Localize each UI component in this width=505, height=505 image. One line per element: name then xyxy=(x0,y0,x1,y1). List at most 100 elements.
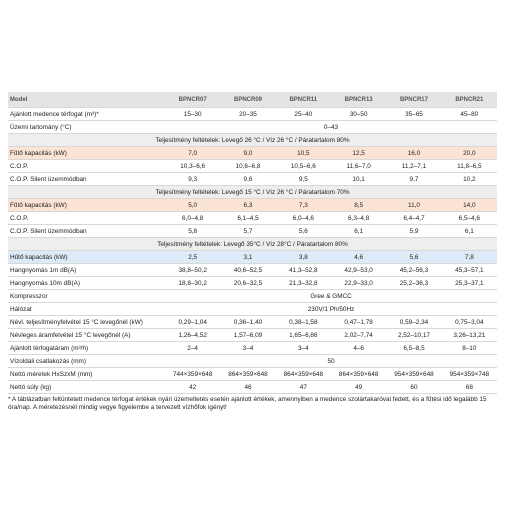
cell-value: 7,3 xyxy=(275,198,331,212)
cell-value: 9,3 xyxy=(165,172,221,186)
cell-value: 3–4 xyxy=(220,341,276,355)
table-row: Nettó súly (kg) 42 46 47 49 60 68 xyxy=(8,380,497,394)
row-label: Vízoldali csatlakozás (mm) xyxy=(8,354,165,368)
cell-value: 5,0 xyxy=(165,198,221,212)
cell-value: 9,7 xyxy=(386,172,442,186)
cell-value: 0,47–1,78 xyxy=(330,315,387,329)
cell-value: 25,3–37,1 xyxy=(441,276,497,290)
cell-value: 0,36–1,40 xyxy=(220,315,276,329)
cell-value: 954×359×748 xyxy=(441,367,497,381)
cell-value: 6,3–4,8 xyxy=(330,211,387,225)
table-row: Hangnyomás 1m dB(A) 38,8–50,2 40,6–52,5 41,… xyxy=(8,263,497,277)
cell-value: 10,6–6,8 xyxy=(220,159,276,173)
cell-value: 10,5–6,6 xyxy=(275,159,331,173)
cell-value: 4–6 xyxy=(330,341,387,355)
cell-value: 0,38–1,58 xyxy=(275,315,331,329)
cell-value: 11,2–7,1 xyxy=(386,159,442,173)
row-label: Nettó súly (kg) xyxy=(8,380,165,394)
cell-value: 1,57–6,09 xyxy=(220,328,276,342)
table-row: C.O.P. Silent üzemmódban 5,8 5,7 5,6 6,1 5,9 6… xyxy=(8,224,497,238)
cell-value: 49 xyxy=(330,380,387,394)
header-cell: BPNCR13 xyxy=(330,92,387,108)
cell-value: 0,75–3,04 xyxy=(441,315,497,329)
cell-value: 45,3–57,1 xyxy=(441,263,497,277)
cell-value: 9,6 xyxy=(220,172,276,186)
cell-value: 46 xyxy=(220,380,276,394)
table-row: Nettó méretek HxSzxM (mm) 744×359×648 864×… xyxy=(8,367,497,381)
spec-table: Model BPNCR07 BPNCR09 BPNCR11 BPNCR13 BPNCR17… xyxy=(8,92,497,394)
cell-value: 1,65–6,86 xyxy=(275,328,331,342)
cell-value: 20,6–32,5 xyxy=(220,276,276,290)
cell-value: 3,8 xyxy=(275,250,331,264)
table-row: Ajánlott térfogatáram (m³/h) 2–4 3–4 3–4 4–6… xyxy=(8,341,497,355)
spanned-value: 50 xyxy=(165,354,497,368)
cell-value: 1,26–4,52 xyxy=(165,328,221,342)
cell-value: 10,2 xyxy=(441,172,497,186)
cell-value: 5,6 xyxy=(386,250,442,264)
cell-value: 744×359×648 xyxy=(165,367,221,381)
cell-value: 6,5–8,5 xyxy=(386,341,442,355)
cell-value: 6,1–4,5 xyxy=(220,211,276,225)
cell-value: 21,3–32,8 xyxy=(275,276,331,290)
cell-value: 2,52–10,17 xyxy=(386,328,442,342)
footnote: * A táblázatban feltüntetett medence tér… xyxy=(8,396,487,411)
table-row: Fűtő kapacitás (kW) 5,0 6,3 7,3 8,5 11,0 14,0 xyxy=(8,198,497,212)
table-body: Ajánlott medence térfogat (m³)* 15–30 20–3… xyxy=(8,107,497,394)
row-label: C.O.P. xyxy=(8,159,165,173)
section-heading: Teljesítmény feltételek: Levegő 15 °C / … xyxy=(8,185,497,199)
cell-value: 35–65 xyxy=(386,107,442,121)
header-cell: BPNCR11 xyxy=(275,92,331,108)
cell-value: 41,3–52,8 xyxy=(275,263,331,277)
cell-value: 6,1 xyxy=(441,224,497,238)
table-row: Kompresszor Gree & GMCC xyxy=(8,289,497,303)
cell-value: 8,5 xyxy=(330,198,387,212)
cell-value: 6,0–4,6 xyxy=(275,211,331,225)
row-label: Fűtő kapacitás (kW) xyxy=(8,198,165,212)
row-label: Kompresszor xyxy=(8,289,165,303)
cell-value: 40,6–52,5 xyxy=(220,263,276,277)
cell-value: 5,6 xyxy=(275,224,331,238)
table-row: C.O.P. 10,3–6,6 10,6–6,8 10,5–6,6 11,6–7,0 11… xyxy=(8,159,497,173)
cell-value: 2–4 xyxy=(165,341,221,355)
cell-value: 20–35 xyxy=(220,107,276,121)
table-row: Hangnyomás 10m dB(A) 18,8–30,2 20,6–32,5 21… xyxy=(8,276,497,290)
cell-value: 9,5 xyxy=(275,172,331,186)
cell-value: 4,6 xyxy=(330,250,387,264)
table-row: Teljesítmény feltételek: Levegő 26 °C / … xyxy=(8,133,497,147)
cell-value: 25,2–36,3 xyxy=(386,276,442,290)
row-label: Üzemi tartomány (°C) xyxy=(8,120,165,134)
header-cell: BPNCR09 xyxy=(220,92,276,108)
cell-value: 6,1 xyxy=(330,224,387,238)
section-heading: Teljesítmény feltételek: Levegő 26 °C / … xyxy=(8,133,497,147)
cell-value: 3,26–13,21 xyxy=(441,328,497,342)
cell-value: 954×359×648 xyxy=(386,367,442,381)
cell-value: 11,6–7,0 xyxy=(330,159,387,173)
table-row: Üzemi tartomány (°C) 0–43 xyxy=(8,120,497,134)
row-label: Névleges áramfelvétel 15 °C levegőnél (A… xyxy=(8,328,165,342)
cell-value: 7,8 xyxy=(441,250,497,264)
spanned-value: Gree & GMCC xyxy=(165,289,497,303)
cell-value: 3–4 xyxy=(275,341,331,355)
row-label: Hangnyomás 10m dB(A) xyxy=(8,276,165,290)
row-label: Névl. teljesítményfelvétel 15 °C levegőn… xyxy=(8,315,165,329)
spec-sheet: Model BPNCR07 BPNCR09 BPNCR11 BPNCR13 BPNCR17… xyxy=(8,92,497,412)
table-row: Fűtő kapacitás (kW) 7,0 9,0 10,5 12,5 16,0 20,… xyxy=(8,146,497,160)
cell-value: 2,5 xyxy=(165,250,221,264)
header-row: Model BPNCR07 BPNCR09 BPNCR11 BPNCR13 BPNCR17… xyxy=(8,92,497,108)
cell-value: 3,1 xyxy=(220,250,276,264)
cell-value: 6,3 xyxy=(220,198,276,212)
row-label: C.O.P. Silent üzemmódban xyxy=(8,224,165,238)
header-cell: BPNCR17 xyxy=(386,92,442,108)
cell-value: 6,4–4,7 xyxy=(386,211,442,225)
table-row: C.O.P. Silent üzemmódban 9,3 9,6 9,5 10,1 9,7… xyxy=(8,172,497,186)
cell-value: 5,7 xyxy=(220,224,276,238)
cell-value: 11,8–6,5 xyxy=(441,159,497,173)
table-row: Hűtő kapacitás (kW) 2,5 3,1 3,8 4,6 5,6 7,8 xyxy=(8,250,497,264)
cell-value: 6,5–4,6 xyxy=(441,211,497,225)
cell-value: 25–40 xyxy=(275,107,331,121)
table-row: Ajánlott medence térfogat (m³)* 15–30 20–3… xyxy=(8,107,497,121)
row-label: Hűtő kapacitás (kW) xyxy=(8,250,165,264)
row-label: Ajánlott medence térfogat (m³)* xyxy=(8,107,165,121)
cell-value: 60 xyxy=(386,380,442,394)
row-label: C.O.P. xyxy=(8,211,165,225)
